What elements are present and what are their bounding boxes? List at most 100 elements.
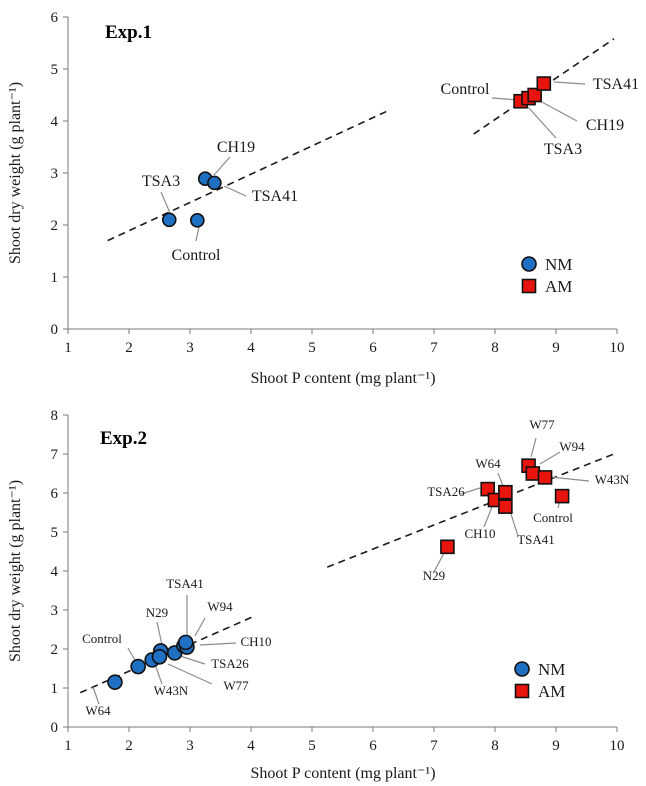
y-tick-label: 3 xyxy=(51,166,59,182)
leader-line xyxy=(92,686,100,705)
data-point-nm xyxy=(161,212,177,228)
point-label: Control xyxy=(533,510,573,525)
point-label: W43N xyxy=(595,472,630,487)
x-tick-label: 1 xyxy=(64,738,72,754)
legend-label-am: AM xyxy=(545,277,572,296)
point-label: N29 xyxy=(423,568,445,583)
leader-line xyxy=(433,552,445,573)
leader-line xyxy=(160,191,171,214)
x-tick-label: 2 xyxy=(125,738,133,754)
y-tick-label: 6 xyxy=(51,486,59,502)
leader-line xyxy=(527,106,557,139)
point-label: CH19 xyxy=(586,117,624,134)
leader-line xyxy=(553,81,586,85)
y-tick-label: 0 xyxy=(51,322,59,338)
legend-label-nm: NM xyxy=(545,255,572,274)
x-tick-label: 1 xyxy=(64,340,72,356)
y-tick-label: 1 xyxy=(51,681,59,697)
x-tick-label: 5 xyxy=(308,738,316,754)
leader-line xyxy=(199,642,237,646)
data-point-nm xyxy=(130,658,146,675)
point-label: TSA26 xyxy=(211,656,249,671)
x-tick-label: 9 xyxy=(552,340,560,356)
point-label: TSA3 xyxy=(142,173,180,190)
leader-line xyxy=(530,437,537,458)
leader-line xyxy=(509,510,519,537)
trendline-am xyxy=(326,453,615,568)
point-label: W77 xyxy=(529,417,555,432)
y-tick-label: 8 xyxy=(51,408,59,424)
data-point-nm xyxy=(151,648,168,665)
data-point-nm xyxy=(190,213,205,228)
data-point-am xyxy=(498,499,513,514)
point-label: W43N xyxy=(154,683,189,698)
point-label: W64 xyxy=(475,456,501,471)
y-tick-label: 6 xyxy=(51,10,59,26)
data-point-nm xyxy=(107,674,123,690)
point-label: CH10 xyxy=(464,526,495,541)
x-tick-label: 6 xyxy=(369,340,377,356)
leader-line xyxy=(539,451,561,465)
point-label: TSA3 xyxy=(544,141,582,158)
x-tick-label: 6 xyxy=(369,738,377,754)
leader-line xyxy=(167,663,213,685)
data-point-am xyxy=(537,470,553,485)
x-tick-label: 9 xyxy=(552,738,560,754)
leader-line xyxy=(179,655,206,665)
point-label: CH10 xyxy=(240,634,271,649)
point-label: W94 xyxy=(559,439,585,454)
x-tick-label: 10 xyxy=(610,738,625,754)
data-point-am xyxy=(440,539,455,555)
point-label: W64 xyxy=(85,703,111,718)
data-point-nm xyxy=(177,634,194,651)
data-point-nm xyxy=(207,175,222,191)
point-label: W94 xyxy=(207,599,233,614)
trendline-nm xyxy=(79,615,255,694)
point-label: CH19 xyxy=(217,139,255,156)
point-label: W77 xyxy=(223,678,249,693)
data-point-am xyxy=(554,488,570,504)
trendline-nm xyxy=(107,109,389,242)
point-label: TSA26 xyxy=(427,484,465,499)
legend-marker-nm xyxy=(521,256,537,272)
leader-line xyxy=(539,100,578,122)
legend-marker-am xyxy=(514,683,530,699)
x-tick-label: 7 xyxy=(430,340,438,356)
y-tick-label: 5 xyxy=(51,525,59,541)
point-label: Control xyxy=(441,81,490,98)
point-label: TSA41 xyxy=(593,76,639,93)
point-label: TSA41 xyxy=(517,532,555,547)
x-tick-label: 8 xyxy=(491,738,499,754)
x-tick-label: 10 xyxy=(610,340,625,356)
x-tick-label: 3 xyxy=(186,738,194,754)
point-label: TSA41 xyxy=(166,576,204,591)
data-point-am xyxy=(480,481,495,497)
point-label: Control xyxy=(82,631,122,646)
leader-line xyxy=(549,476,590,482)
y-tick-label: 3 xyxy=(51,603,59,619)
legend-label-nm: NM xyxy=(538,660,565,679)
x-tick-label: 8 xyxy=(491,340,499,356)
leader-line xyxy=(194,617,206,637)
leader-line xyxy=(155,666,163,685)
y-tick-label: 4 xyxy=(51,114,59,130)
leader-line xyxy=(213,156,231,176)
x-tick-label: 2 xyxy=(125,340,133,356)
data-point-am xyxy=(527,87,542,103)
point-label: TSA41 xyxy=(252,188,298,205)
panel-title: Exp.2 xyxy=(100,428,147,449)
x-tick-label: 5 xyxy=(308,340,316,356)
data-point-am xyxy=(498,484,513,500)
x-axis-title: Shoot P content (mg plant⁻¹) xyxy=(250,370,435,387)
y-tick-label: 4 xyxy=(51,564,59,580)
y-tick-label: 2 xyxy=(51,642,59,658)
x-tick-label: 3 xyxy=(186,340,194,356)
leader-line xyxy=(195,226,200,242)
x-axis-title: Shoot P content (mg plant⁻¹) xyxy=(250,765,435,782)
x-tick-label: 7 xyxy=(430,738,438,754)
data-point-am xyxy=(536,76,552,91)
legend-label-am: AM xyxy=(538,682,565,701)
leader-line xyxy=(223,185,247,197)
legend-marker-am xyxy=(521,278,537,294)
